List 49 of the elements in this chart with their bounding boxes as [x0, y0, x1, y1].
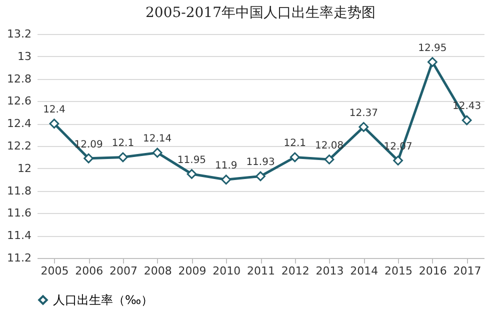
x-tick-label: 2013: [316, 264, 344, 278]
point: [427, 57, 438, 67]
chart-title: 2005-2017年中国人口出生率走势图: [146, 5, 376, 21]
y-tick-label: 12.2: [7, 140, 32, 152]
x-tick-label: 2015: [384, 264, 413, 278]
data-label: 12.95: [418, 43, 447, 54]
y-tick-label: 11.4: [7, 229, 32, 242]
y-tick-label: 13.2: [7, 28, 32, 40]
x-tick-label: 2009: [178, 264, 206, 278]
x-tick-label: 2008: [144, 264, 172, 278]
x-tick-label: 2005: [40, 264, 69, 278]
y-tick-label: 12.4: [7, 117, 32, 130]
point: [186, 169, 197, 179]
x-tick-label: 2014: [350, 264, 378, 278]
point: [84, 153, 94, 164]
y-tick-label: 12: [18, 162, 32, 175]
data-label: 11.9: [214, 160, 238, 172]
point: [393, 156, 403, 166]
y-tick-label: 13: [18, 50, 32, 63]
point: [221, 174, 232, 185]
y-tick-label: 12.8: [7, 72, 32, 86]
y-tick-label: 12.6: [7, 94, 32, 108]
x-tick-label: 2012: [281, 264, 310, 278]
y-tick-label: 11.6: [7, 206, 32, 220]
data-label: 11.95: [177, 155, 206, 166]
legend-label: 人口出生率（‰）: [53, 293, 154, 307]
data-label: 12.14: [143, 134, 172, 145]
point: [256, 171, 266, 182]
point: [152, 148, 162, 158]
x-tick-label: 2016: [418, 264, 447, 278]
data-label: 12.1: [284, 138, 306, 150]
x-tick-label: 2011: [247, 264, 275, 278]
x-tick-label: 2007: [109, 264, 138, 278]
data-label: 11.93: [246, 157, 275, 168]
point: [290, 152, 300, 162]
point: [324, 154, 334, 164]
data-label: 12.37: [349, 108, 378, 119]
y-tick-label: 11.2: [7, 252, 32, 264]
point: [358, 122, 369, 132]
y-tick-label: 11.8: [7, 184, 32, 198]
data-label: 12.4: [43, 104, 66, 116]
point: [462, 115, 472, 126]
data-label: 12.1: [112, 138, 134, 150]
x-tick-label: 2010: [212, 264, 241, 278]
data-label: 12.08: [314, 140, 344, 152]
point: [118, 152, 128, 162]
x-tick-label: 2006: [75, 264, 104, 278]
point: [49, 118, 60, 129]
x-tick-label: 2017: [453, 264, 482, 278]
